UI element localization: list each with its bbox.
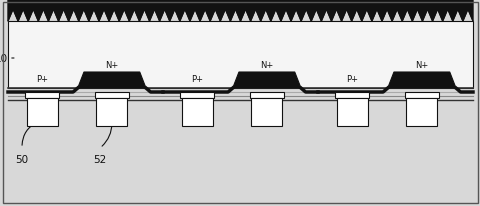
Bar: [404, 92, 438, 98]
Bar: [180, 92, 214, 98]
Text: P+: P+: [346, 75, 357, 84]
Polygon shape: [78, 73, 145, 89]
Text: N+: N+: [105, 61, 118, 70]
Bar: [336, 98, 367, 126]
Bar: [249, 92, 283, 98]
Bar: [26, 98, 58, 126]
Polygon shape: [8, 0, 472, 22]
Bar: [251, 98, 282, 126]
Text: N+: N+: [260, 61, 273, 70]
Text: P+: P+: [191, 75, 203, 84]
Polygon shape: [232, 73, 300, 89]
Bar: [25, 92, 59, 98]
Bar: [406, 98, 436, 126]
Bar: [8, 22, 472, 89]
Text: 52: 52: [93, 154, 107, 164]
Bar: [96, 98, 127, 126]
Text: 50: 50: [15, 154, 28, 164]
Text: 10: 10: [0, 54, 8, 64]
Polygon shape: [387, 73, 455, 89]
Text: P+: P+: [36, 75, 48, 84]
Bar: [181, 98, 212, 126]
Bar: [335, 92, 368, 98]
Bar: [95, 92, 129, 98]
Text: N+: N+: [414, 61, 428, 70]
